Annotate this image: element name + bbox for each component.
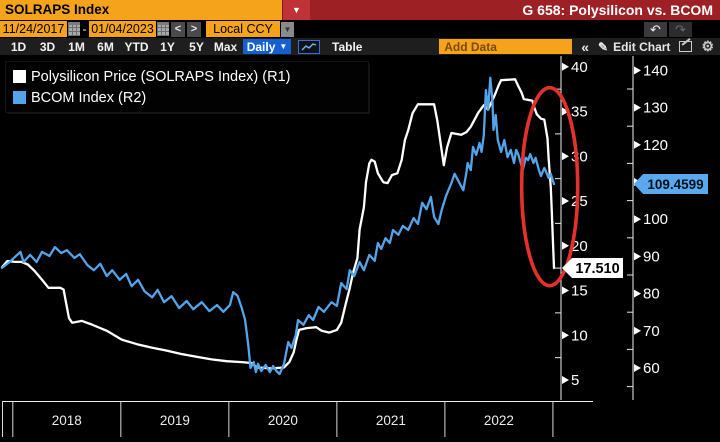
period-button-1y[interactable]: 1Y <box>160 39 175 54</box>
undo-button[interactable]: ↶ <box>644 21 667 37</box>
period-button-group: 1D 3D 1M 6M YTD 1Y 5Y Max <box>4 40 240 54</box>
title-bar: SOLRAPS Index ▼ G 658: Polysilicon vs. B… <box>0 0 720 20</box>
y-axis-tick-label: 60 <box>643 360 660 377</box>
y-axis-tick-arrow <box>634 140 641 149</box>
period-button-1m[interactable]: 1M <box>68 39 85 54</box>
y-axis-tick-label: 90 <box>643 248 660 265</box>
period-button-5y[interactable]: 5Y <box>189 39 204 54</box>
period-button-1d[interactable]: 1D <box>10 39 27 54</box>
legend-item: BCOM Index (R2) <box>13 87 368 108</box>
add-data-input[interactable] <box>439 39 573 54</box>
last-value-badge <box>562 258 623 279</box>
y-axis-tick-arrow <box>562 331 569 340</box>
y-axis-tick-arrow <box>634 215 641 224</box>
date-to-field[interactable]: 01/04/2023 <box>89 21 156 37</box>
chevron-down-icon: ▼ <box>279 42 288 51</box>
x-axis-year-label: 2022 <box>484 413 514 428</box>
period-button-3d[interactable]: 3D <box>39 39 56 54</box>
chevron-down-icon: ▼ <box>283 24 292 34</box>
y-axis-tick-label: 10 <box>571 327 588 344</box>
currency-selector[interactable]: Local CCY <box>206 21 280 37</box>
series-line-bcom <box>0 76 556 376</box>
y-axis-tick-label: 100 <box>643 211 668 228</box>
y-axis-tick-label: 70 <box>643 323 660 340</box>
annotate-chart-icon[interactable] <box>679 41 693 52</box>
date-from-field[interactable]: 11/24/2017 <box>0 21 67 37</box>
pencil-icon: ✎ <box>598 39 609 54</box>
last-value-badge <box>634 174 708 195</box>
y-axis-tick-label: 40 <box>571 59 588 76</box>
line-chart-icon <box>301 42 317 50</box>
security-dropdown-button[interactable]: ▼ <box>282 0 310 20</box>
y-axis-tick-arrow <box>634 66 641 75</box>
y-axis-tick-label: 15 <box>571 283 588 300</box>
chevron-down-icon: ▼ <box>292 5 301 15</box>
period-button-6m[interactable]: 6M <box>97 39 114 54</box>
y-axis-tick-label: 140 <box>643 62 668 79</box>
calendar-icon[interactable] <box>68 22 80 36</box>
y-axis-tick-label: 130 <box>643 100 668 117</box>
next-period-button[interactable]: > <box>187 21 201 37</box>
period-button-ytd[interactable]: YTD <box>124 39 149 54</box>
legend-label: Polysilicon Price (SOLRAPS Index) (R1) <box>31 68 291 85</box>
redo-icon: ↷ <box>675 21 686 37</box>
frequency-label: Daily <box>246 39 276 54</box>
frequency-dropdown[interactable]: Daily ▼ <box>243 39 291 54</box>
series-line-polysilicon <box>0 78 556 370</box>
undo-icon: ↶ <box>650 21 661 37</box>
y-axis-tick-arrow <box>634 289 641 298</box>
period-button-max[interactable]: Max <box>213 39 238 54</box>
legend-swatch-icon <box>13 91 26 104</box>
x-axis-year-label: 2019 <box>160 413 190 428</box>
y-axis-tick-arrow <box>562 376 569 384</box>
prev-period-button[interactable]: < <box>171 21 185 37</box>
legend-label: BCOM Index (R2) <box>31 89 147 106</box>
y-axis-tick-arrow <box>634 103 641 112</box>
y-axis-tick-arrow <box>562 197 569 205</box>
x-axis-year-label: 2020 <box>268 413 298 428</box>
line-chart-type-button[interactable] <box>298 39 320 54</box>
currency-dropdown-button[interactable]: ▼ <box>281 21 294 37</box>
last-value-badge-label: 17.510 <box>575 261 619 277</box>
y-axis-tick-arrow <box>634 252 641 261</box>
date-range-separator: - <box>82 22 87 36</box>
y-axis-tick-arrow <box>562 152 569 161</box>
calendar-icon[interactable] <box>157 22 169 36</box>
chart-legend: Polysilicon Price (SOLRAPS Index) (R1) BC… <box>6 62 368 112</box>
chart-window-title: G 658: Polysilicon vs. BCOM <box>522 2 713 18</box>
table-view-button[interactable]: Table <box>332 39 363 54</box>
y-axis-tick-label: 30 <box>571 148 588 165</box>
y-axis-tick-arrow <box>562 241 569 250</box>
x-axis-year-label: 2018 <box>52 413 82 428</box>
y-axis-tick-arrow <box>634 326 641 335</box>
y-axis-tick-label: 35 <box>571 104 588 121</box>
legend-item: Polysilicon Price (SOLRAPS Index) (R1) <box>13 66 368 87</box>
x-axis-year-label: 2021 <box>376 413 406 428</box>
annotation-ellipse <box>519 85 580 288</box>
y-axis-tick-arrow <box>634 364 641 372</box>
y-axis-tick-label: 5 <box>571 372 579 389</box>
edit-chart-button[interactable]: Edit Chart <box>613 39 671 54</box>
chart-toolbar: 1D 3D 1M 6M YTD 1Y 5Y Max Daily ▼ Table « ✎ Edi… <box>0 38 720 55</box>
last-value-badge-label: 109.4599 <box>647 177 703 192</box>
y-axis-tick-label: 25 <box>571 193 588 210</box>
collapse-panel-icon[interactable]: « <box>581 38 590 55</box>
y-axis-tick-arrow <box>562 62 569 71</box>
history-buttons: ↶ ↷ <box>644 21 692 37</box>
y-axis-tick-arrow <box>562 107 569 116</box>
legend-swatch-icon <box>13 70 26 83</box>
y-axis-tick-label: 80 <box>643 286 660 303</box>
y-axis-tick-label: 20 <box>571 238 588 255</box>
y-axis-tick-arrow <box>562 286 569 295</box>
gear-icon[interactable]: ⚙ <box>701 38 714 54</box>
y-axis-tick-label: 120 <box>643 137 668 154</box>
date-range-bar: 11/24/2017 - 01/04/2023 < > Local CCY ▼ … <box>0 20 720 38</box>
security-ticker-field[interactable]: SOLRAPS Index <box>0 0 282 20</box>
redo-button[interactable]: ↷ <box>669 21 692 37</box>
